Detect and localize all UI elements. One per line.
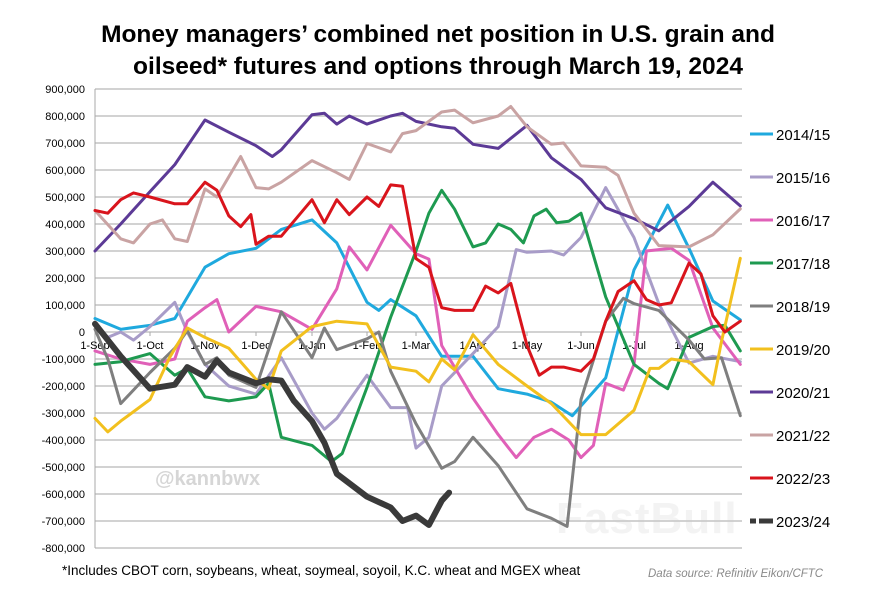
y-tick-label: 100,000 bbox=[45, 300, 85, 312]
y-tick-label: -200,000 bbox=[42, 381, 85, 393]
x-tick-label: 1-Feb bbox=[353, 340, 382, 352]
legend-label: 2016/17 bbox=[776, 213, 830, 230]
y-tick-label: -700,000 bbox=[42, 516, 85, 528]
y-tick-label: 700,000 bbox=[45, 138, 85, 150]
y-tick-label: -800,000 bbox=[42, 543, 85, 555]
x-tick-label: 1-Oct bbox=[137, 340, 164, 352]
y-tick-label: 400,000 bbox=[45, 219, 85, 231]
fastbull-logo-watermark: FastBull bbox=[556, 494, 738, 543]
legend-label: 2023/24 bbox=[776, 514, 830, 531]
x-tick-label: 1-Dec bbox=[241, 340, 271, 352]
chart-title-line-2: oilseed* futures and options through Mar… bbox=[133, 53, 743, 80]
series-line-2021-22 bbox=[93, 105, 742, 249]
y-tick-label: -600,000 bbox=[42, 489, 85, 501]
series-line-2020-21 bbox=[93, 111, 742, 253]
series-line-2014-15 bbox=[93, 203, 742, 418]
y-tick-label: 500,000 bbox=[45, 192, 85, 204]
y-tick-label: -400,000 bbox=[42, 435, 85, 447]
series-line-2019-20 bbox=[93, 256, 742, 437]
legend-label: 2020/21 bbox=[776, 385, 830, 402]
series-line-2023-24 bbox=[92, 320, 453, 528]
legend-label: 2015/16 bbox=[776, 170, 830, 187]
y-tick-label: 200,000 bbox=[45, 273, 85, 285]
watermark-handle: @kannbwx bbox=[155, 468, 261, 490]
y-tick-label: 600,000 bbox=[45, 165, 85, 177]
series-line-2018-19 bbox=[93, 296, 742, 528]
y-tick-label: 800,000 bbox=[45, 111, 85, 123]
series-line-2017-18 bbox=[93, 188, 742, 464]
y-tick-label: 300,000 bbox=[45, 246, 85, 258]
data-source: Data source: Refinitiv Eikon/CFTC bbox=[648, 568, 824, 580]
legend-label: 2018/19 bbox=[776, 299, 830, 316]
footnote: *Includes CBOT corn, soybeans, wheat, so… bbox=[62, 563, 581, 578]
y-tick-label: -300,000 bbox=[42, 408, 85, 420]
legend-label: 2019/20 bbox=[776, 342, 830, 359]
series-line-2016-17 bbox=[93, 223, 742, 460]
y-tick-label: -100,000 bbox=[42, 354, 85, 366]
y-tick-label: -500,000 bbox=[42, 462, 85, 474]
legend-label: 2017/18 bbox=[776, 256, 830, 273]
x-tick-label: 1-Jun bbox=[567, 340, 595, 352]
x-tick-label: 1-Mar bbox=[402, 340, 431, 352]
y-tick-label: 0 bbox=[79, 327, 85, 339]
legend-label: 2021/22 bbox=[776, 428, 830, 445]
y-tick-label: 900,000 bbox=[45, 84, 85, 96]
legend-label: 2014/15 bbox=[776, 127, 830, 144]
legend-label: 2022/23 bbox=[776, 471, 830, 488]
chart-title-line-1: Money managers’ combined net position in… bbox=[101, 21, 775, 48]
series-line-2022-23 bbox=[93, 180, 742, 377]
